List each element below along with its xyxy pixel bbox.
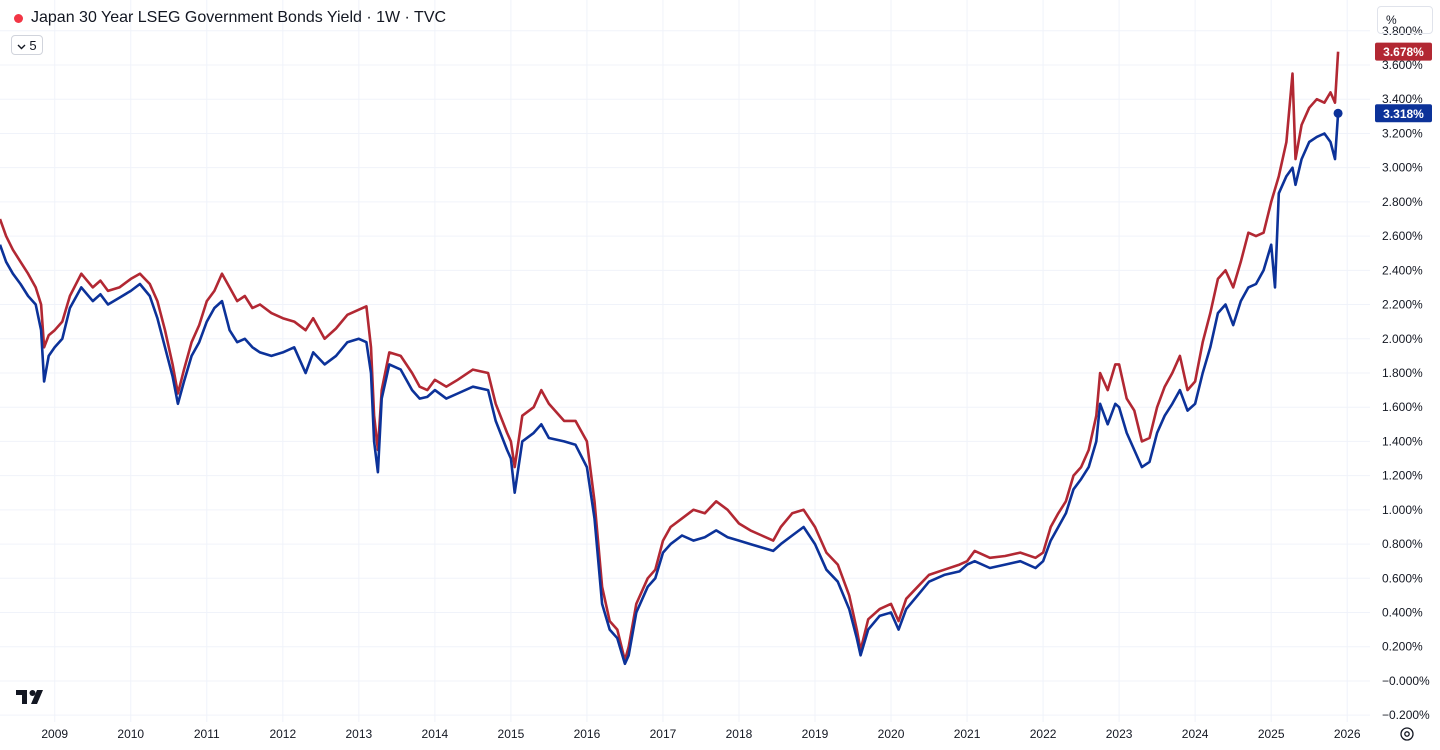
grid-lines bbox=[0, 0, 1370, 722]
y-tick-label: 0.400% bbox=[1382, 606, 1423, 620]
last-point-marker bbox=[1333, 108, 1343, 118]
y-tick-label: 1.600% bbox=[1382, 400, 1423, 414]
chart-title[interactable]: Japan 30 Year LSEG Government Bonds Yiel… bbox=[31, 9, 447, 26]
y-tick-label: 2.800% bbox=[1382, 195, 1423, 209]
y-tick-label: 1.400% bbox=[1382, 434, 1423, 448]
x-tick-label: 2018 bbox=[726, 727, 753, 741]
x-tick-label: 2019 bbox=[802, 727, 829, 741]
y-tick-label: 1.200% bbox=[1382, 469, 1423, 483]
y-axis[interactable]: 3.800% 3.600% 3.400% 3.200% 3.000% 2.800% 2.60… bbox=[1382, 24, 1430, 722]
last-price-labels: 3.678% 3.318% bbox=[1375, 42, 1432, 123]
x-tick-label: 2024 bbox=[1182, 727, 1209, 741]
indicator-count: 5 bbox=[29, 37, 37, 53]
last-price-label: 3.318% bbox=[1383, 107, 1424, 121]
chevron-down-icon bbox=[17, 38, 26, 53]
last-price-label: 3.678% bbox=[1383, 45, 1424, 59]
tradingview-logo-icon[interactable] bbox=[16, 688, 48, 711]
series-line[interactable] bbox=[0, 113, 1340, 666]
x-tick-label: 2012 bbox=[269, 727, 296, 741]
y-tick-label: 2.000% bbox=[1382, 332, 1423, 346]
last-price-label-bg bbox=[1375, 104, 1432, 123]
y-tick-label: 3.000% bbox=[1382, 161, 1423, 175]
x-axis[interactable]: 2009 2010 2011 2012 2013 2014 2015 2016 2017 2018… bbox=[41, 727, 1360, 741]
y-tick-label: 2.400% bbox=[1382, 263, 1423, 277]
x-tick-label: 2015 bbox=[498, 727, 525, 741]
x-tick-label: 2014 bbox=[422, 727, 449, 741]
y-tick-label: 1.800% bbox=[1382, 366, 1423, 380]
x-tick-label: 2017 bbox=[650, 727, 677, 741]
x-tick-label: 2022 bbox=[1030, 727, 1057, 741]
y-tick-label: 3.800% bbox=[1382, 24, 1423, 38]
x-tick-label: 2009 bbox=[41, 727, 68, 741]
x-tick-label: 2025 bbox=[1258, 727, 1285, 741]
unit-label: % bbox=[1386, 13, 1397, 27]
y-tick-label: −0.200% bbox=[1382, 708, 1430, 722]
x-tick-label: 2026 bbox=[1334, 727, 1361, 741]
x-tick-label: 2023 bbox=[1106, 727, 1133, 741]
y-tick-label: 3.600% bbox=[1382, 58, 1423, 72]
y-tick-label: 2.600% bbox=[1382, 229, 1423, 243]
y-tick-label: 1.000% bbox=[1382, 503, 1423, 517]
x-tick-label: 2020 bbox=[878, 727, 905, 741]
y-tick-label: 2.200% bbox=[1382, 298, 1423, 312]
x-tick-label: 2011 bbox=[194, 727, 220, 741]
y-tick-label: 3.200% bbox=[1382, 126, 1423, 140]
chart-legend[interactable]: Japan 30 Year LSEG Government Bonds Yiel… bbox=[14, 9, 446, 27]
unit-selector[interactable]: % bbox=[1377, 6, 1433, 34]
indicators-toggle-button[interactable]: 5 bbox=[11, 35, 43, 55]
x-tick-label: 2013 bbox=[345, 727, 372, 741]
y-tick-label: 0.600% bbox=[1382, 571, 1423, 585]
settings-gear-icon[interactable] bbox=[1398, 725, 1416, 748]
x-tick-label: 2010 bbox=[117, 727, 144, 741]
x-tick-label: 2016 bbox=[574, 727, 601, 741]
series-line[interactable] bbox=[0, 51, 1340, 662]
y-tick-label: −0.000% bbox=[1382, 674, 1430, 688]
series-layer bbox=[0, 51, 1343, 666]
symbol-status-dot bbox=[14, 13, 23, 23]
x-tick-label: 2021 bbox=[954, 727, 981, 741]
y-tick-label: 3.400% bbox=[1382, 92, 1423, 106]
last-price-label-bg bbox=[1375, 42, 1432, 61]
y-tick-label: 0.800% bbox=[1382, 537, 1423, 551]
y-tick-label: 0.200% bbox=[1382, 640, 1423, 654]
